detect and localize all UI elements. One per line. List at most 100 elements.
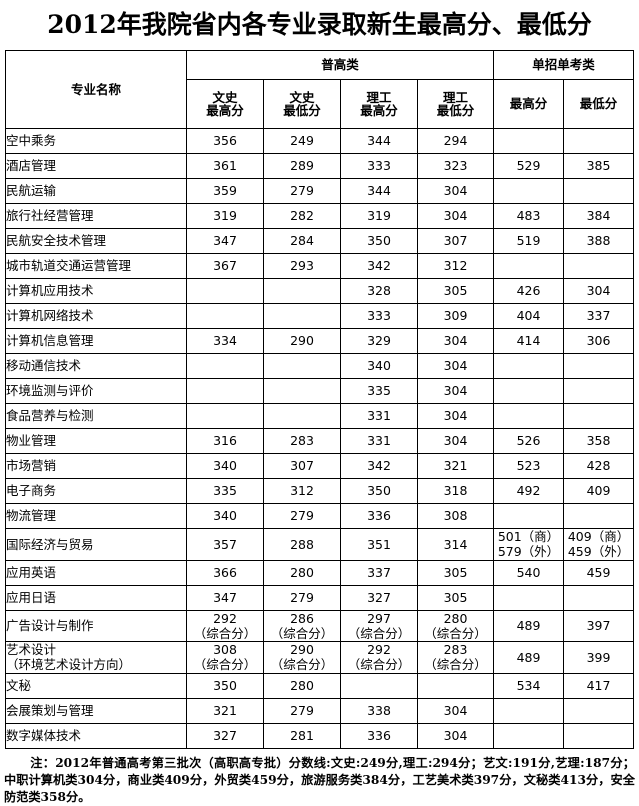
cell-ligong-highest: 350 [341,229,418,254]
cell-ligong-lowest: 305 [418,585,494,610]
cell-wenshi-lowest: 249 [264,129,341,154]
cell-wenshi-lowest [264,304,341,329]
cell-single-highest: 404 [494,304,564,329]
cell-wenshi-highest: 366 [187,560,264,585]
cell-wenshi-highest: 327 [187,723,264,748]
cell-wenshi-highest [187,379,264,404]
cell-wenshi-highest [187,354,264,379]
cell-single-highest [494,354,564,379]
cell-ligong-lowest: 318 [418,479,494,504]
cell-ligong-lowest: 294 [418,129,494,154]
cell-ligong-highest: 340 [341,354,418,379]
cell-ligong-highest: 329 [341,329,418,354]
cell-wenshi-highest: 321 [187,698,264,723]
cell-wenshi-lowest: 293 [264,254,341,279]
cell-ligong-highest: 342 [341,454,418,479]
cell-single-lowest [564,179,634,204]
cell-wenshi-highest: 292 （综合分） [187,610,264,642]
header-wenshi-highest: 文史 最高分 [187,80,264,129]
cell-single-highest [494,404,564,429]
cell-ligong-highest: 333 [341,154,418,179]
cell-single-highest: 526 [494,429,564,454]
document-page: 2012年我院省内各专业录取新生最高分、最低分 专业名称 普高类 单招单考类 文… [0,0,639,777]
cell-wenshi-lowest: 282 [264,204,341,229]
cell-single-highest: 483 [494,204,564,229]
cell-single-highest: 529 [494,154,564,179]
cell-wenshi-highest: 359 [187,179,264,204]
cell-ligong-highest: 351 [341,529,418,561]
cell-major-name: 数字媒体技术 [6,723,187,748]
cell-ligong-lowest: 304 [418,354,494,379]
cell-ligong-highest: 344 [341,179,418,204]
cell-ligong-lowest: 304 [418,404,494,429]
cell-wenshi-highest: 335 [187,479,264,504]
cell-ligong-lowest: 321 [418,454,494,479]
cell-ligong-highest: 331 [341,404,418,429]
cell-wenshi-lowest: 281 [264,723,341,748]
cell-ligong-highest: 319 [341,204,418,229]
cell-ligong-lowest: 304 [418,698,494,723]
cell-ligong-lowest: 314 [418,529,494,561]
cell-major-name: 应用日语 [6,585,187,610]
header-major-name: 专业名称 [6,51,187,129]
cell-single-lowest: 428 [564,454,634,479]
cell-major-name: 广告设计与制作 [6,610,187,642]
cell-single-lowest: 304 [564,279,634,304]
cell-major-name: 旅行社经营管理 [6,204,187,229]
cell-wenshi-highest: 361 [187,154,264,179]
cell-single-highest: 534 [494,673,564,698]
cell-single-lowest: 385 [564,154,634,179]
cell-ligong-lowest: 304 [418,429,494,454]
cell-wenshi-lowest: 279 [264,698,341,723]
cell-single-lowest [564,698,634,723]
cell-major-name: 应用英语 [6,560,187,585]
cell-wenshi-highest [187,304,264,329]
cell-ligong-highest: 327 [341,585,418,610]
cell-ligong-highest: 336 [341,723,418,748]
score-table-container: 专业名称 普高类 单招单考类 文史 最高分 文史 最低分 理工 最高分 理工 最… [0,50,639,749]
cell-wenshi-highest: 367 [187,254,264,279]
cell-single-highest: 540 [494,560,564,585]
cell-single-lowest [564,379,634,404]
cell-major-name: 文秘 [6,673,187,698]
cell-wenshi-lowest: 307 [264,454,341,479]
cell-single-highest [494,698,564,723]
cell-single-highest: 426 [494,279,564,304]
cell-single-lowest [564,723,634,748]
cell-single-highest [494,504,564,529]
cell-ligong-highest: 328 [341,279,418,304]
cell-ligong-lowest: 305 [418,560,494,585]
header-group-single-exam: 单招单考类 [494,51,634,80]
cell-single-highest: 414 [494,329,564,354]
cell-major-name: 城市轨道交通运营管理 [6,254,187,279]
cell-wenshi-lowest: 286 （综合分） [264,610,341,642]
cell-wenshi-lowest: 280 [264,560,341,585]
cell-single-highest [494,179,564,204]
header-row-groups: 专业名称 普高类 单招单考类 [6,51,634,80]
cell-single-highest: 523 [494,454,564,479]
cell-major-name: 计算机应用技术 [6,279,187,304]
cell-single-lowest: 397 [564,610,634,642]
cell-wenshi-highest: 319 [187,204,264,229]
cell-single-highest: 492 [494,479,564,504]
cell-ligong-highest: 297 （综合分） [341,610,418,642]
cell-major-name: 计算机网络技术 [6,304,187,329]
cell-wenshi-highest: 356 [187,129,264,154]
cell-single-lowest: 417 [564,673,634,698]
cell-single-lowest: 409 [564,479,634,504]
cell-ligong-lowest: 307 [418,229,494,254]
cell-wenshi-highest: 347 [187,229,264,254]
cell-single-highest [494,723,564,748]
